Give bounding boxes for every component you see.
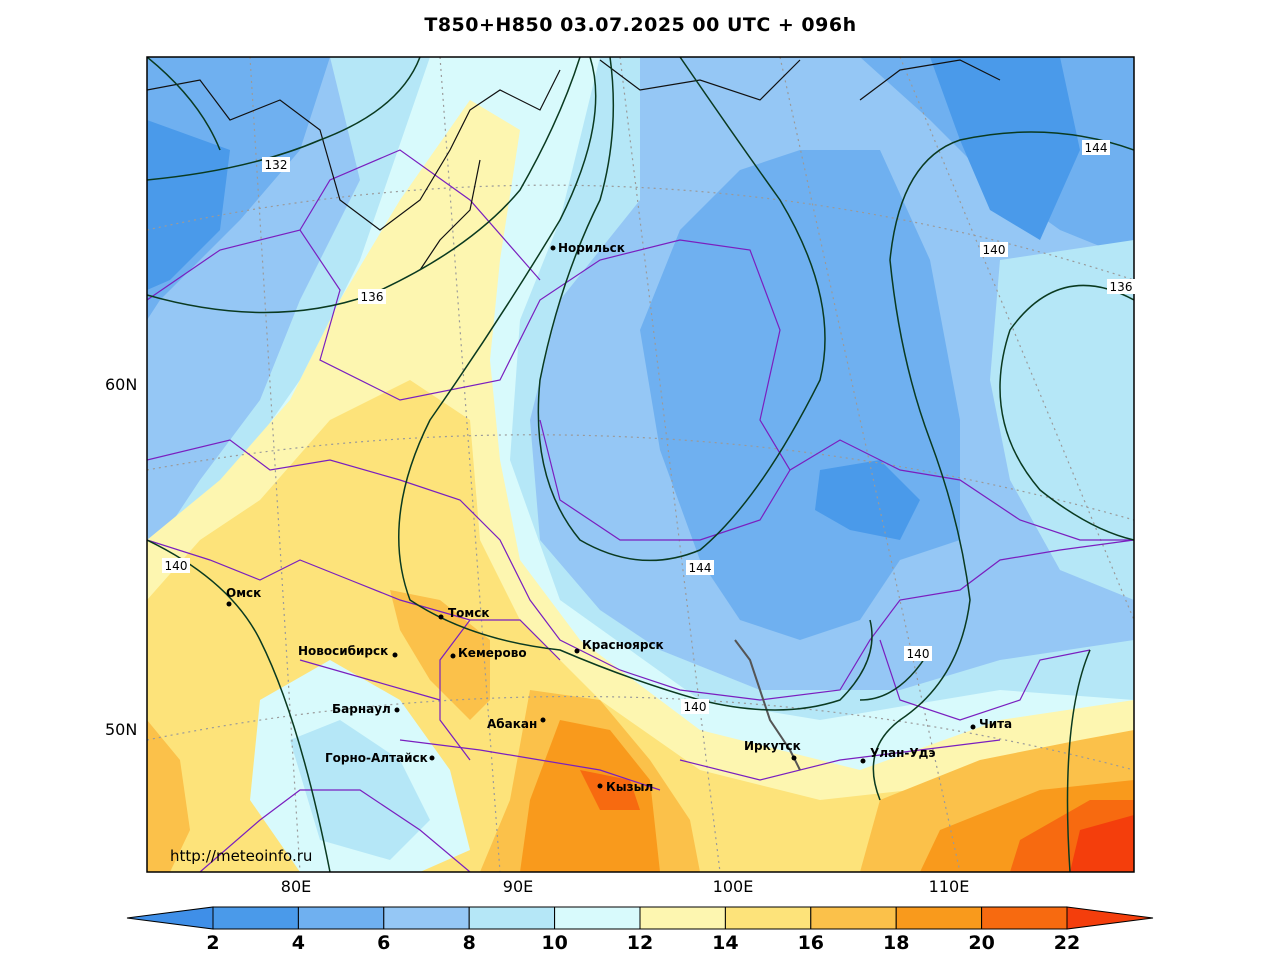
contour-label: 140 bbox=[165, 559, 188, 573]
city-label: Кызыл bbox=[606, 780, 653, 794]
colorbar-segment bbox=[297, 906, 385, 930]
map-title: T850+H850 03.07.2025 00 UTC + 096h bbox=[424, 14, 857, 36]
contour-label: 132 bbox=[265, 158, 288, 172]
lon-label: 90E bbox=[503, 877, 533, 896]
city-label: Горно-Алтайск bbox=[325, 751, 428, 765]
coastlines bbox=[147, 59, 1001, 271]
colorbar-arrow-right bbox=[1066, 906, 1154, 930]
city-label: Абакан bbox=[487, 717, 537, 731]
city-dot bbox=[438, 614, 444, 620]
city-label: Улан-Удэ bbox=[870, 746, 935, 760]
city-dot bbox=[394, 707, 400, 713]
city-dot bbox=[791, 755, 797, 761]
contour-labels: 132 136 140 144 140 144 136 140 140 bbox=[162, 140, 1135, 714]
lat-label: 60N bbox=[105, 375, 137, 394]
lat-label: 50N bbox=[105, 720, 137, 739]
colorbar-tick-label: 6 bbox=[377, 932, 390, 954]
colorbar-tick-label: 4 bbox=[292, 932, 305, 954]
admin-borders bbox=[147, 149, 1134, 872]
colorbar-arrow-left bbox=[126, 906, 214, 930]
colorbar-tick-label: 16 bbox=[798, 932, 824, 954]
colorbar-tick-label: 20 bbox=[968, 932, 994, 954]
colorbar-segment bbox=[895, 906, 983, 930]
city-dot bbox=[540, 717, 546, 723]
city-label: Омск bbox=[226, 586, 261, 600]
city-label: Чита bbox=[979, 717, 1012, 731]
contour-label: 140 bbox=[907, 647, 930, 661]
colorbar-tick-label: 18 bbox=[883, 932, 909, 954]
map-frame bbox=[146, 56, 1135, 873]
city-dot bbox=[860, 758, 866, 764]
city-label: Кемерово bbox=[458, 646, 527, 660]
colorbar-segment bbox=[810, 906, 897, 930]
city-label: Новосибирск bbox=[298, 644, 388, 658]
contour-label: 136 bbox=[361, 290, 384, 304]
colorbar-segment bbox=[212, 906, 299, 930]
colorbar-tick-label: 2 bbox=[206, 932, 219, 954]
contour-label: 144 bbox=[689, 561, 712, 575]
colorbar-tick-label: 8 bbox=[463, 932, 476, 954]
colorbar-segment bbox=[724, 906, 812, 930]
city-dot bbox=[429, 755, 435, 761]
city-label: Иркутск bbox=[744, 739, 801, 753]
colorbar-segment bbox=[639, 906, 726, 930]
colorbar-segment bbox=[468, 906, 556, 930]
city-dot bbox=[550, 245, 556, 251]
city-dot bbox=[574, 648, 580, 654]
temperature-field bbox=[147, 57, 1134, 872]
contour-label: 140 bbox=[684, 700, 707, 714]
lon-label: 80E bbox=[281, 877, 311, 896]
city-label: Томск bbox=[448, 606, 490, 620]
city-dot bbox=[392, 652, 398, 658]
city-markers: Норильск Омск Томск Новосибирск Кемерово… bbox=[226, 241, 1012, 794]
city-dot bbox=[226, 601, 232, 607]
source-url: http://meteoinfo.ru bbox=[170, 847, 312, 865]
lon-label: 110E bbox=[929, 877, 970, 896]
axis-labels: 60N 50N 80E 90E 100E 110E bbox=[105, 375, 969, 896]
contour-label: 144 bbox=[1085, 141, 1108, 155]
city-label: Барнаул bbox=[332, 702, 391, 716]
city-dot bbox=[450, 653, 456, 659]
baikal-lake bbox=[734, 639, 801, 771]
city-dot bbox=[970, 724, 976, 730]
colorbar: 2 4 6 8 10 12 14 16 18 20 22 bbox=[126, 906, 1154, 954]
colorbar-segment bbox=[981, 906, 1068, 930]
city-label: Красноярск bbox=[582, 638, 664, 652]
colorbar-tick-label: 10 bbox=[541, 932, 567, 954]
colorbar-tick-label: 12 bbox=[627, 932, 653, 954]
contour-label: 136 bbox=[1110, 280, 1133, 294]
colorbar-tick-label: 22 bbox=[1054, 932, 1080, 954]
contour-label: 140 bbox=[983, 243, 1006, 257]
colorbar-tick-label: 14 bbox=[712, 932, 738, 954]
colorbar-segment bbox=[383, 906, 470, 930]
city-dot bbox=[597, 783, 603, 789]
geopotential-contours bbox=[147, 57, 1134, 872]
colorbar-segment bbox=[554, 906, 641, 930]
lon-label: 100E bbox=[713, 877, 754, 896]
city-label: Норильск bbox=[558, 241, 625, 255]
